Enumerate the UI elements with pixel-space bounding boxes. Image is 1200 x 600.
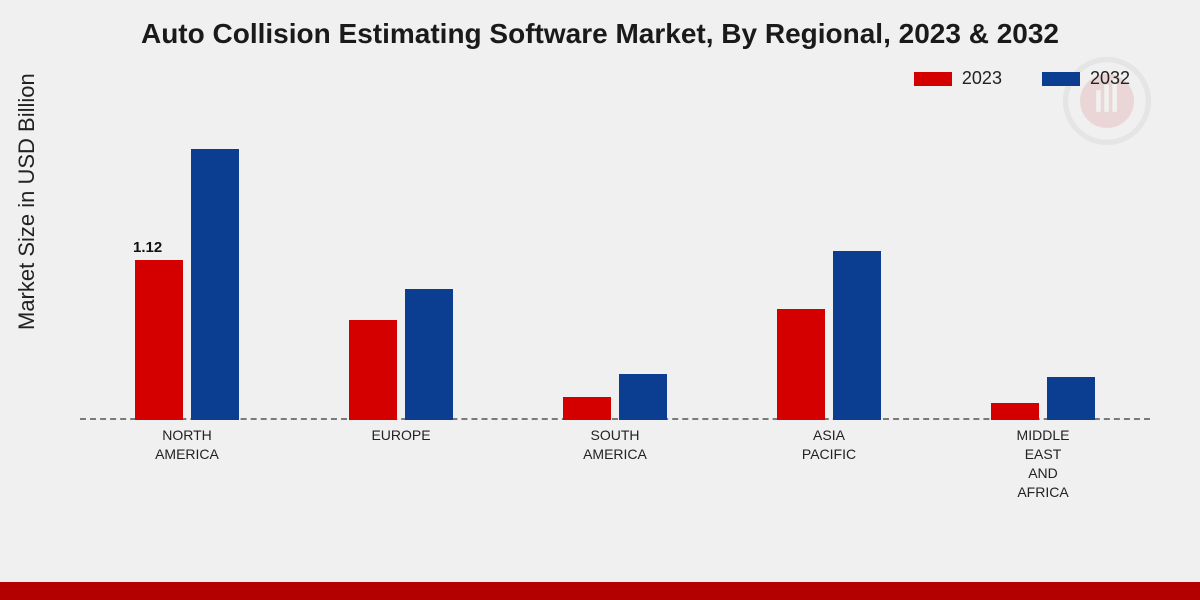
bar xyxy=(619,374,667,420)
bar xyxy=(563,397,611,420)
legend-item-2023: 2023 xyxy=(914,68,1002,89)
legend-label-2023: 2023 xyxy=(962,68,1002,89)
bar xyxy=(991,403,1039,420)
plot-area: 1.12 xyxy=(80,120,1150,420)
bar xyxy=(833,251,881,420)
x-tick-label: ASIAPACIFIC xyxy=(749,426,909,464)
bar xyxy=(191,149,239,420)
legend-swatch-2032 xyxy=(1042,72,1080,86)
bar xyxy=(349,320,397,420)
legend: 2023 2032 xyxy=(914,68,1130,89)
legend-swatch-2023 xyxy=(914,72,952,86)
x-tick-label: EUROPE xyxy=(321,426,481,445)
bar xyxy=(777,309,825,420)
bar xyxy=(135,260,183,420)
footer-bar xyxy=(0,582,1200,600)
baseline xyxy=(80,418,1150,420)
bar xyxy=(405,289,453,420)
legend-item-2032: 2032 xyxy=(1042,68,1130,89)
x-tick-label: NORTHAMERICA xyxy=(107,426,267,464)
bar-value-label: 1.12 xyxy=(133,239,162,256)
chart-frame: Auto Collision Estimating Software Marke… xyxy=(0,0,1200,600)
bar xyxy=(1047,377,1095,420)
chart-title: Auto Collision Estimating Software Marke… xyxy=(0,18,1200,50)
x-tick-label: MIDDLEEASTANDAFRICA xyxy=(963,426,1123,502)
legend-label-2032: 2032 xyxy=(1090,68,1130,89)
y-axis-label: Market Size in USD Billion xyxy=(14,73,40,330)
x-tick-label: SOUTHAMERICA xyxy=(535,426,695,464)
